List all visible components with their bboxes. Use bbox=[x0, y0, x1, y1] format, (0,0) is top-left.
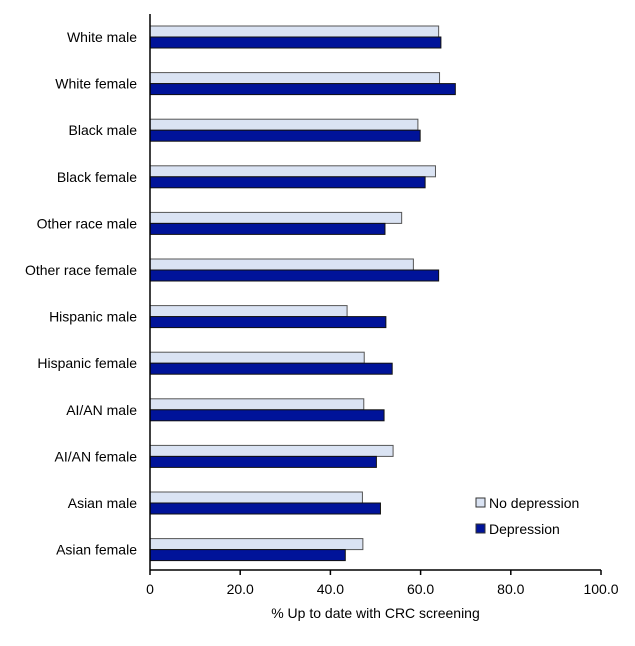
bar-no-depression bbox=[149, 444, 394, 457]
bar-no-depression bbox=[149, 491, 363, 504]
category-label: AI/AN male bbox=[66, 402, 137, 418]
x-axis-title: % Up to date with CRC screening bbox=[271, 605, 480, 621]
category-label: Asian male bbox=[68, 495, 137, 511]
x-tick-label: 0 bbox=[146, 581, 154, 597]
legend-swatch bbox=[475, 523, 486, 534]
category-label: Hispanic female bbox=[37, 355, 137, 371]
category-label: Other race female bbox=[25, 262, 137, 278]
category-label: White male bbox=[67, 29, 137, 45]
bar-no-depression bbox=[149, 72, 441, 85]
bar-depression bbox=[149, 409, 385, 422]
bar-no-depression bbox=[149, 211, 403, 224]
legend-swatch bbox=[475, 497, 486, 508]
legend-label: No depression bbox=[489, 495, 579, 511]
bar-no-depression bbox=[149, 258, 414, 271]
bar-depression bbox=[149, 176, 426, 189]
bar-no-depression bbox=[149, 25, 440, 38]
bar-no-depression bbox=[149, 165, 436, 178]
category-label: Black male bbox=[69, 122, 138, 138]
category-label: Hispanic male bbox=[49, 309, 137, 325]
category-label: Black female bbox=[57, 169, 137, 185]
bar-no-depression bbox=[149, 398, 365, 411]
bar-depression bbox=[149, 222, 386, 235]
bar-depression bbox=[149, 502, 381, 515]
bar-depression bbox=[149, 549, 346, 562]
category-label: AI/AN female bbox=[55, 448, 138, 464]
category-label: White female bbox=[55, 76, 137, 92]
bar-depression bbox=[149, 362, 393, 375]
x-tick-label: 60.0 bbox=[407, 581, 434, 597]
bar-depression bbox=[149, 36, 442, 49]
x-tick-label: 80.0 bbox=[497, 581, 524, 597]
bar-no-depression bbox=[149, 538, 364, 551]
x-tick-label: 100.0 bbox=[583, 581, 618, 597]
bar-depression bbox=[149, 316, 387, 329]
x-tick-label: 20.0 bbox=[227, 581, 254, 597]
category-label: Other race male bbox=[37, 215, 138, 231]
bar-no-depression bbox=[149, 118, 419, 131]
legend-label: Depression bbox=[489, 521, 560, 537]
bar-depression bbox=[149, 269, 440, 282]
bar-no-depression bbox=[149, 305, 348, 318]
bar-depression bbox=[149, 129, 421, 142]
bar-depression bbox=[149, 455, 377, 468]
category-label: Asian female bbox=[56, 542, 137, 558]
bar-no-depression bbox=[149, 351, 365, 364]
bar-depression bbox=[149, 83, 456, 96]
x-tick-label: 40.0 bbox=[317, 581, 344, 597]
